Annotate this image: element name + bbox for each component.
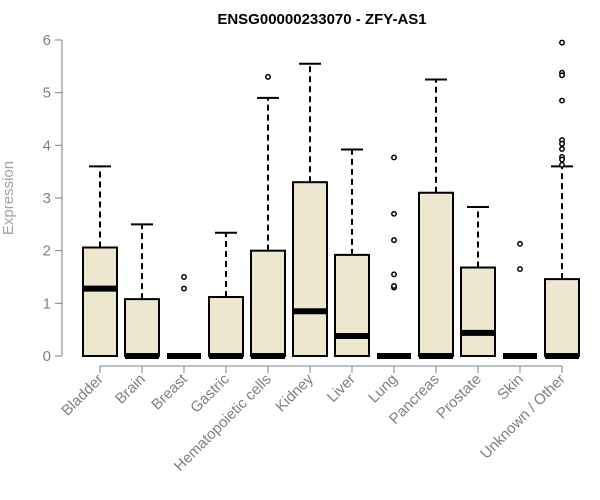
outlier-point: [517, 266, 523, 273]
x-tick-label: Skin: [494, 371, 527, 404]
outlier-point: [391, 154, 397, 161]
box-lung: [377, 154, 411, 359]
y-axis-title: Expression: [0, 161, 17, 235]
x-tick-label: Liver: [324, 371, 359, 406]
box-hematopoietic-cells: [250, 73, 286, 359]
y-tick-label: 1: [43, 295, 51, 312]
boxes-group: [82, 39, 580, 359]
x-tick-label: Kidney: [272, 370, 317, 415]
x-tick-label: Lung: [365, 371, 401, 407]
box-breast: [167, 274, 201, 359]
outlier-point: [181, 285, 187, 292]
box-body: [124, 298, 160, 357]
box-body: [460, 266, 496, 357]
chart-title: ENSG00000233070 - ZFY-AS1: [217, 11, 426, 28]
box-body: [334, 253, 370, 358]
box-body: [82, 246, 118, 357]
y-tick-label: 0: [43, 348, 51, 365]
outlier-point: [517, 240, 523, 247]
outlier-point: [559, 140, 565, 147]
outlier-point: [181, 274, 187, 280]
outlier-point: [391, 283, 397, 289]
y-axis: 0 1 2 3 4 5 6: [43, 32, 63, 365]
outlier-point: [265, 73, 271, 80]
box-prostate: [460, 205, 496, 357]
outlier-point: [391, 237, 397, 244]
outlier-point: [559, 72, 565, 79]
outlier-point: [559, 97, 565, 104]
x-tick-label: Breast: [148, 370, 191, 413]
x-tick-label: Bladder: [58, 371, 107, 420]
box-body: [250, 249, 286, 358]
outlier-point: [559, 146, 565, 152]
y-tick-label: 5: [43, 85, 51, 102]
outlier-point: [559, 156, 565, 163]
box-body: [544, 278, 580, 357]
outlier-point: [391, 271, 397, 278]
box-body: [418, 191, 454, 357]
box-liver: [334, 148, 370, 358]
y-tick-label: 3: [43, 190, 51, 207]
box-body: [292, 181, 328, 357]
box-body: [208, 296, 244, 358]
box-gastric: [208, 231, 244, 359]
x-tick-label: Brain: [112, 371, 149, 408]
box-unknown-other: [544, 39, 580, 359]
x-tick-label: Prostate: [433, 371, 485, 423]
box-skin: [503, 240, 537, 359]
outlier-point: [391, 210, 397, 217]
y-tick-label: 6: [43, 32, 51, 49]
outlier-point: [559, 39, 565, 46]
box-bladder: [82, 165, 118, 357]
box-pancreas: [418, 78, 454, 359]
y-tick-label: 2: [43, 243, 51, 260]
box-kidney: [292, 62, 328, 357]
outlier-point: [559, 161, 565, 168]
box-brain: [124, 223, 160, 359]
y-tick-label: 4: [43, 137, 51, 154]
